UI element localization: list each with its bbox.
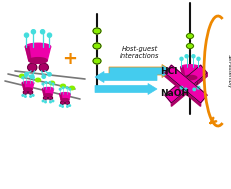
Text: NaOH: NaOH — [159, 90, 188, 98]
FancyArrow shape — [94, 71, 156, 83]
Ellipse shape — [29, 58, 47, 63]
Ellipse shape — [23, 91, 27, 94]
Ellipse shape — [28, 91, 33, 94]
Polygon shape — [59, 94, 62, 100]
Circle shape — [25, 73, 28, 76]
FancyArrow shape — [109, 64, 171, 77]
Ellipse shape — [65, 101, 69, 104]
Ellipse shape — [93, 28, 100, 34]
Circle shape — [184, 55, 187, 58]
Circle shape — [179, 86, 182, 89]
Circle shape — [191, 55, 194, 58]
Ellipse shape — [93, 58, 100, 64]
Polygon shape — [22, 83, 33, 89]
Ellipse shape — [49, 81, 54, 85]
Circle shape — [24, 96, 26, 97]
Circle shape — [52, 100, 54, 102]
Circle shape — [45, 82, 47, 83]
Circle shape — [30, 96, 31, 97]
Circle shape — [42, 83, 44, 85]
Polygon shape — [180, 67, 198, 77]
Ellipse shape — [61, 101, 64, 104]
Ellipse shape — [24, 88, 32, 91]
Text: +: + — [62, 50, 77, 68]
Circle shape — [29, 75, 31, 77]
Circle shape — [69, 88, 70, 90]
Ellipse shape — [35, 78, 40, 82]
Circle shape — [31, 30, 35, 34]
Ellipse shape — [93, 43, 100, 49]
Polygon shape — [25, 47, 31, 60]
Circle shape — [30, 75, 34, 78]
Circle shape — [48, 73, 51, 76]
Polygon shape — [164, 65, 206, 103]
Polygon shape — [22, 83, 25, 89]
Circle shape — [179, 57, 182, 60]
Circle shape — [184, 88, 186, 91]
Ellipse shape — [60, 84, 65, 88]
Circle shape — [42, 75, 45, 78]
Ellipse shape — [182, 80, 188, 86]
Circle shape — [40, 30, 45, 34]
Polygon shape — [164, 65, 206, 103]
Polygon shape — [59, 94, 70, 100]
Circle shape — [22, 77, 24, 79]
Ellipse shape — [25, 43, 50, 50]
Circle shape — [62, 87, 64, 89]
Text: HCl: HCl — [159, 67, 177, 77]
Polygon shape — [25, 47, 50, 60]
Ellipse shape — [59, 93, 70, 95]
Polygon shape — [164, 73, 200, 106]
Circle shape — [24, 33, 28, 37]
Circle shape — [49, 82, 51, 83]
Circle shape — [192, 88, 195, 91]
Circle shape — [22, 95, 24, 96]
Text: Self-assembly: Self-assembly — [225, 54, 231, 88]
Polygon shape — [42, 89, 53, 95]
Ellipse shape — [22, 81, 33, 84]
Circle shape — [45, 101, 46, 103]
Ellipse shape — [180, 65, 198, 70]
Ellipse shape — [43, 96, 47, 100]
Circle shape — [32, 77, 34, 79]
Circle shape — [32, 95, 34, 96]
FancyArrow shape — [94, 84, 156, 94]
Ellipse shape — [182, 75, 196, 80]
Circle shape — [42, 100, 44, 102]
Text: Host-guest
interactions: Host-guest interactions — [120, 46, 159, 59]
Circle shape — [69, 105, 70, 106]
Ellipse shape — [44, 94, 52, 96]
Ellipse shape — [19, 74, 24, 78]
Ellipse shape — [190, 80, 197, 86]
Circle shape — [49, 101, 51, 103]
Circle shape — [196, 86, 199, 89]
Circle shape — [25, 75, 27, 77]
Polygon shape — [180, 67, 184, 77]
Ellipse shape — [39, 63, 48, 71]
Circle shape — [196, 57, 199, 60]
Polygon shape — [171, 73, 206, 106]
Polygon shape — [42, 89, 45, 95]
Circle shape — [52, 83, 54, 85]
Circle shape — [66, 106, 68, 107]
Ellipse shape — [61, 99, 69, 101]
Circle shape — [47, 33, 51, 37]
Circle shape — [62, 106, 63, 107]
Ellipse shape — [42, 88, 53, 91]
Ellipse shape — [69, 86, 74, 90]
Circle shape — [59, 105, 61, 106]
Circle shape — [59, 88, 61, 90]
Circle shape — [66, 87, 67, 89]
Ellipse shape — [186, 43, 193, 49]
Ellipse shape — [27, 63, 37, 71]
Ellipse shape — [48, 96, 52, 100]
Ellipse shape — [186, 33, 193, 39]
